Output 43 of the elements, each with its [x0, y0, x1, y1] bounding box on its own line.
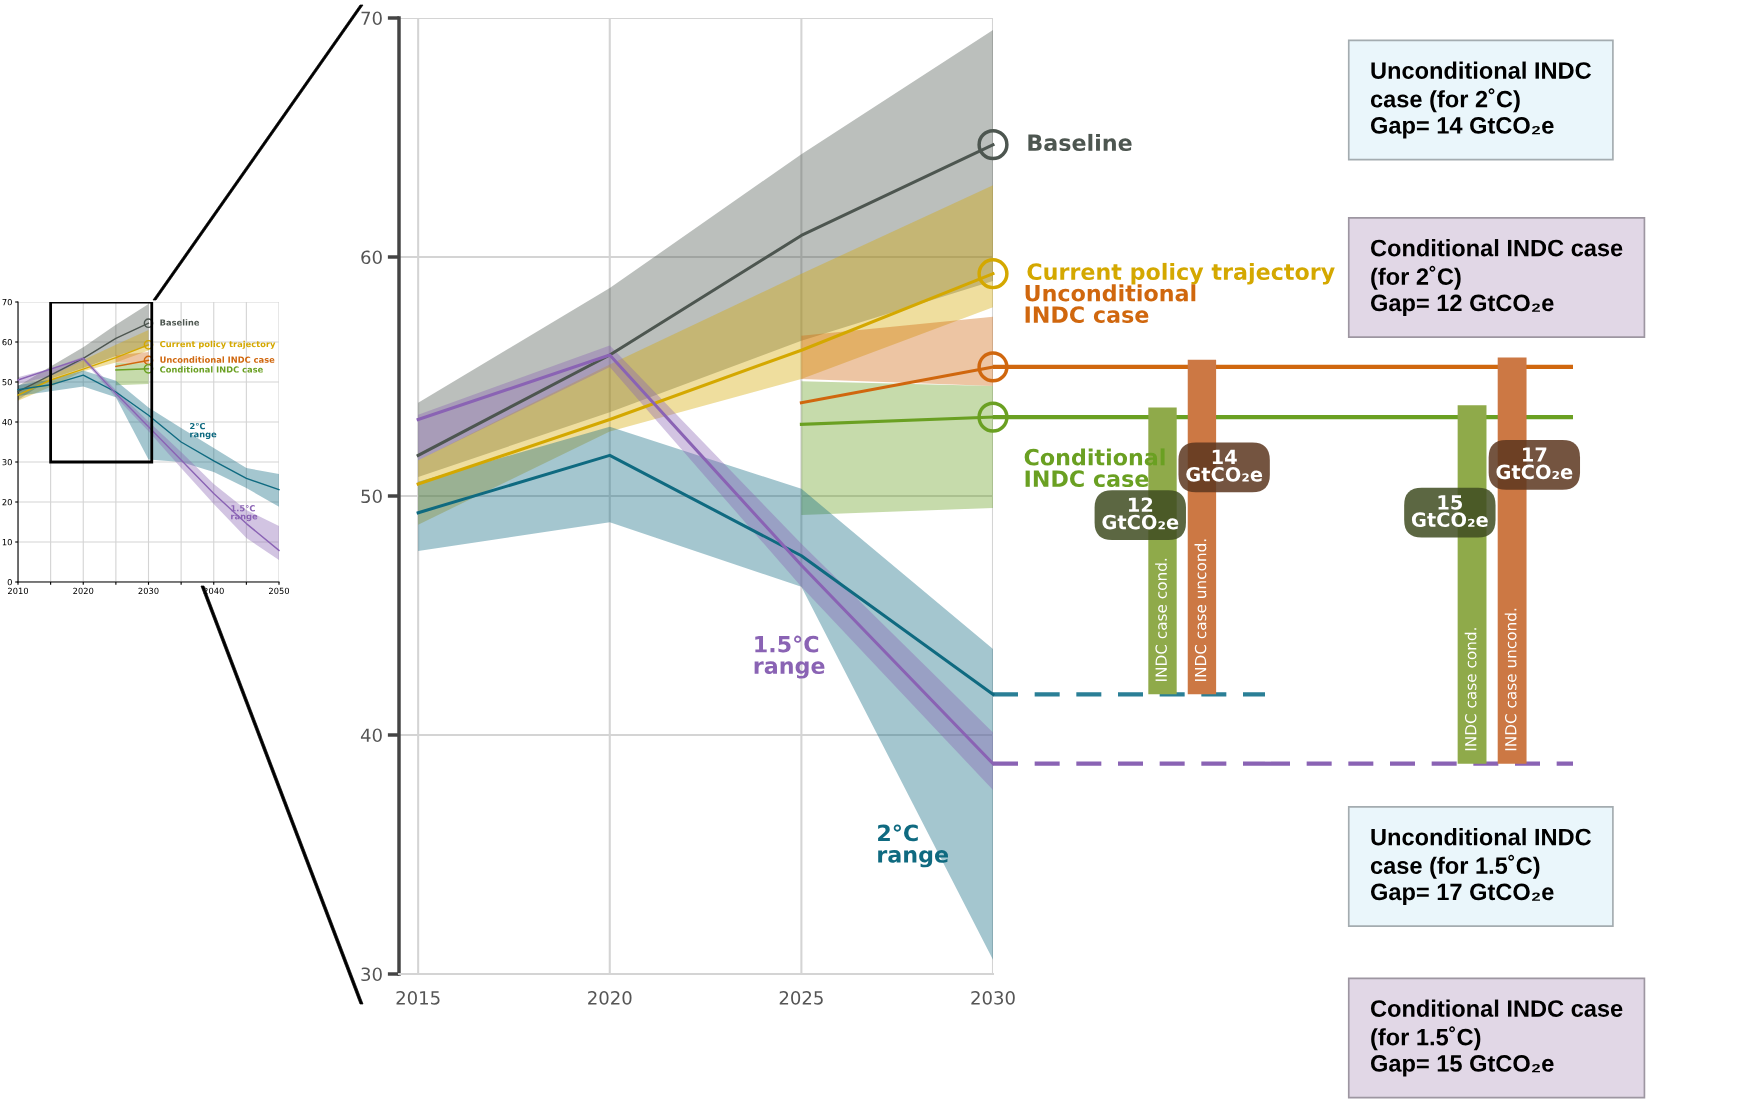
series-label: 2°C range: [190, 422, 217, 439]
y-tick-label: 0: [7, 578, 12, 586]
y-tick-label: 40: [2, 418, 12, 426]
y-tick-label: 20: [2, 498, 12, 506]
y-tick-label: 40: [360, 728, 382, 743]
y-tick-label: 70: [2, 298, 12, 306]
series-label: Conditional INDC case: [160, 366, 263, 373]
category-label: INDC case cond.: [1464, 628, 1477, 751]
x-tick-label: 2015: [396, 990, 440, 1005]
y-tick-label: 60: [361, 250, 382, 265]
category-label: INDC case uncond.: [1194, 539, 1207, 681]
text: Conditional INDC case (for 1.5˚C) Gap= 15 GtCO₂e: [1370, 999, 1623, 1077]
series-label: 1.5°C range: [754, 635, 825, 679]
series-label: Baseline: [1028, 133, 1132, 152]
text: 2°C range: [878, 824, 949, 868]
series-label: Current policy trajectory: [160, 340, 276, 349]
series-label: Current policy trajectory: [1027, 262, 1335, 285]
x-tick-label: 2010: [8, 587, 29, 595]
data-label: 15 GtCO₂e: [1411, 495, 1488, 528]
category-label: INDC case cond.: [1155, 558, 1167, 681]
data-label: 14 GtCO₂e: [1186, 449, 1263, 482]
series-label: Baseline: [160, 319, 200, 326]
x-tick-label: 2025: [779, 990, 823, 1005]
y-tick-label: 10: [2, 538, 12, 546]
category-label: INDC case uncond.: [1504, 608, 1517, 751]
y-tick-label: 60: [2, 338, 12, 346]
data-label: 17 GtCO₂e: [1496, 447, 1573, 480]
y-tick-label: 50: [2, 378, 12, 386]
annotation: Conditional INDC case (for 2˚C) Gap= 12 GtCO₂e: [1370, 239, 1623, 316]
y-tick-label: 30: [2, 458, 12, 466]
y-tick-label: 30: [361, 967, 382, 982]
x-tick-label: 2030: [138, 587, 159, 595]
x-tick-label: 2020: [588, 990, 632, 1005]
y-tick-label: 50: [361, 489, 382, 504]
annotation: Unconditional INDC case (for 2˚C) Gap= 14 GtCO₂e: [1370, 61, 1592, 139]
x-tick-label: 2020: [73, 587, 94, 595]
series-label: Unconditional INDC case: [160, 356, 275, 363]
annotation: Unconditional INDC case (for 1.5˚C) Gap= 17 GtCO₂e: [1370, 828, 1592, 905]
data-label: 12 GtCO₂e: [1102, 497, 1179, 530]
x-tick-label: 2030: [971, 990, 1015, 1005]
y-tick-label: 70: [361, 11, 382, 26]
x-tick-label: 2050: [269, 587, 290, 595]
series-label: Unconditional INDC case: [1025, 284, 1196, 324]
